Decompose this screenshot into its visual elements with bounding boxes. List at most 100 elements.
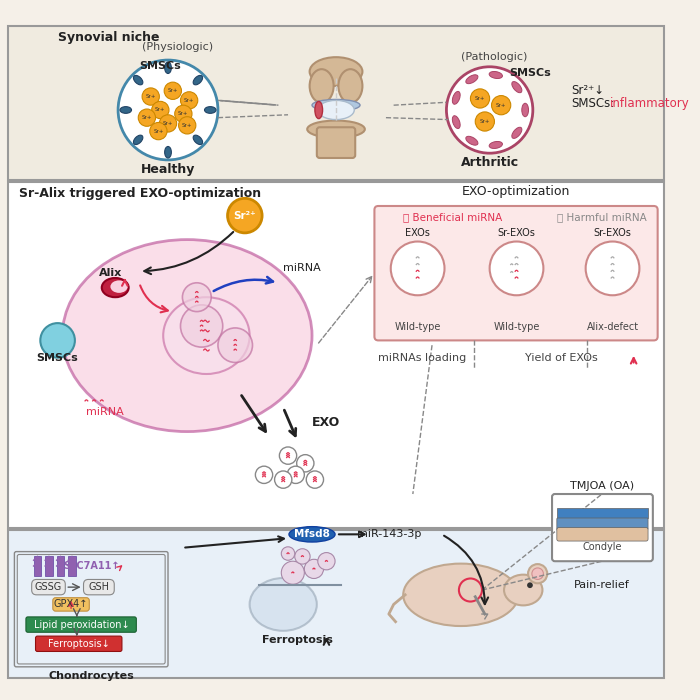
Ellipse shape (452, 92, 460, 104)
Ellipse shape (134, 135, 143, 145)
Circle shape (447, 66, 533, 153)
Bar (8, 529, 664, 678)
Ellipse shape (452, 116, 460, 129)
Circle shape (279, 447, 297, 464)
Circle shape (150, 122, 167, 140)
Text: Healthy: Healthy (141, 163, 195, 176)
Ellipse shape (315, 102, 323, 118)
Circle shape (218, 328, 253, 363)
Ellipse shape (163, 298, 250, 374)
Circle shape (139, 109, 155, 126)
Circle shape (489, 241, 543, 295)
Ellipse shape (309, 57, 363, 86)
Circle shape (41, 323, 75, 358)
Text: Sr²⁺: Sr²⁺ (234, 211, 256, 220)
FancyBboxPatch shape (317, 127, 355, 158)
Text: Sr+: Sr+ (167, 88, 178, 93)
FancyBboxPatch shape (556, 518, 648, 529)
Text: miR-143-3p: miR-143-3p (356, 529, 421, 539)
Circle shape (527, 582, 533, 588)
Ellipse shape (489, 71, 503, 78)
Text: SMSCs: SMSCs (36, 353, 78, 363)
Text: Wild-type: Wild-type (394, 322, 441, 332)
Circle shape (175, 105, 192, 122)
Text: Sr+: Sr+ (141, 116, 152, 120)
Text: Chondrocytes: Chondrocytes (48, 671, 134, 681)
Circle shape (160, 115, 176, 132)
Text: Sr-EXOs: Sr-EXOs (498, 228, 536, 238)
Text: Sr-EXOs: Sr-EXOs (594, 228, 631, 238)
Ellipse shape (466, 136, 478, 145)
Ellipse shape (307, 120, 365, 138)
Text: SMSCs: SMSCs (509, 69, 551, 78)
Text: Sr+: Sr+ (480, 119, 490, 124)
Ellipse shape (512, 82, 522, 92)
Text: (Pathologic): (Pathologic) (461, 52, 528, 62)
Circle shape (152, 102, 169, 118)
FancyBboxPatch shape (26, 617, 136, 632)
Circle shape (256, 466, 273, 484)
Text: SMSCs: SMSCs (139, 61, 181, 71)
Circle shape (532, 568, 543, 580)
Text: SLC7A11↑: SLC7A11↑ (63, 561, 120, 571)
Text: inflammatory: inflammatory (610, 97, 690, 110)
Text: Mfsd8: Mfsd8 (294, 529, 330, 539)
FancyBboxPatch shape (552, 494, 653, 561)
Circle shape (281, 547, 295, 560)
Circle shape (528, 564, 547, 583)
Ellipse shape (250, 578, 317, 631)
Ellipse shape (164, 62, 172, 74)
Text: ⸻ Harmful miRNA: ⸻ Harmful miRNA (556, 213, 647, 223)
Ellipse shape (204, 106, 216, 113)
Text: Sr+: Sr+ (178, 111, 188, 116)
Circle shape (295, 549, 310, 564)
FancyBboxPatch shape (36, 636, 122, 652)
Text: Yield of EXOs: Yield of EXOs (525, 353, 598, 363)
Ellipse shape (289, 526, 335, 542)
Text: Ferroptosis: Ferroptosis (262, 635, 333, 645)
Circle shape (178, 117, 196, 134)
Ellipse shape (111, 281, 127, 293)
Bar (34, 556, 41, 575)
Ellipse shape (193, 76, 202, 85)
Circle shape (304, 559, 323, 578)
Circle shape (287, 466, 304, 484)
Text: Sr-Alix triggered EXO-optimization: Sr-Alix triggered EXO-optimization (19, 187, 261, 200)
FancyBboxPatch shape (32, 580, 65, 595)
Circle shape (274, 471, 292, 489)
Circle shape (281, 561, 304, 584)
Text: GSSG: GSSG (34, 582, 62, 592)
Text: Ferroptosis↓: Ferroptosis↓ (48, 639, 110, 649)
Ellipse shape (522, 104, 528, 117)
Circle shape (181, 92, 198, 109)
Circle shape (470, 89, 489, 108)
Text: Pain-relief: Pain-relief (574, 580, 630, 590)
Text: ⸻ Beneficial miRNA: ⸻ Beneficial miRNA (403, 213, 503, 223)
Text: miRNAs loading: miRNAs loading (378, 353, 467, 363)
Text: TMJOA (OA): TMJOA (OA) (570, 482, 634, 491)
Text: Synovial niche: Synovial niche (57, 31, 159, 43)
Bar (556, 508, 648, 518)
Text: miRNA: miRNA (284, 263, 321, 274)
Text: Sr+: Sr+ (475, 96, 485, 101)
Text: Wild-type: Wild-type (494, 322, 540, 332)
Ellipse shape (403, 564, 519, 626)
FancyBboxPatch shape (83, 580, 114, 595)
Circle shape (586, 241, 639, 295)
Circle shape (297, 454, 314, 472)
Text: EXOs: EXOs (405, 228, 430, 238)
Text: EXO: EXO (312, 416, 340, 428)
Text: Sr+: Sr+ (184, 98, 195, 103)
Text: Sr+: Sr+ (182, 122, 192, 128)
Text: GPX4↑: GPX4↑ (54, 599, 88, 610)
Ellipse shape (466, 75, 478, 84)
FancyBboxPatch shape (15, 552, 168, 667)
Ellipse shape (504, 575, 542, 606)
Ellipse shape (489, 141, 503, 148)
Circle shape (228, 198, 262, 233)
Ellipse shape (318, 100, 354, 120)
Circle shape (307, 471, 323, 489)
Circle shape (118, 60, 218, 160)
Circle shape (142, 88, 160, 105)
Circle shape (164, 82, 181, 99)
